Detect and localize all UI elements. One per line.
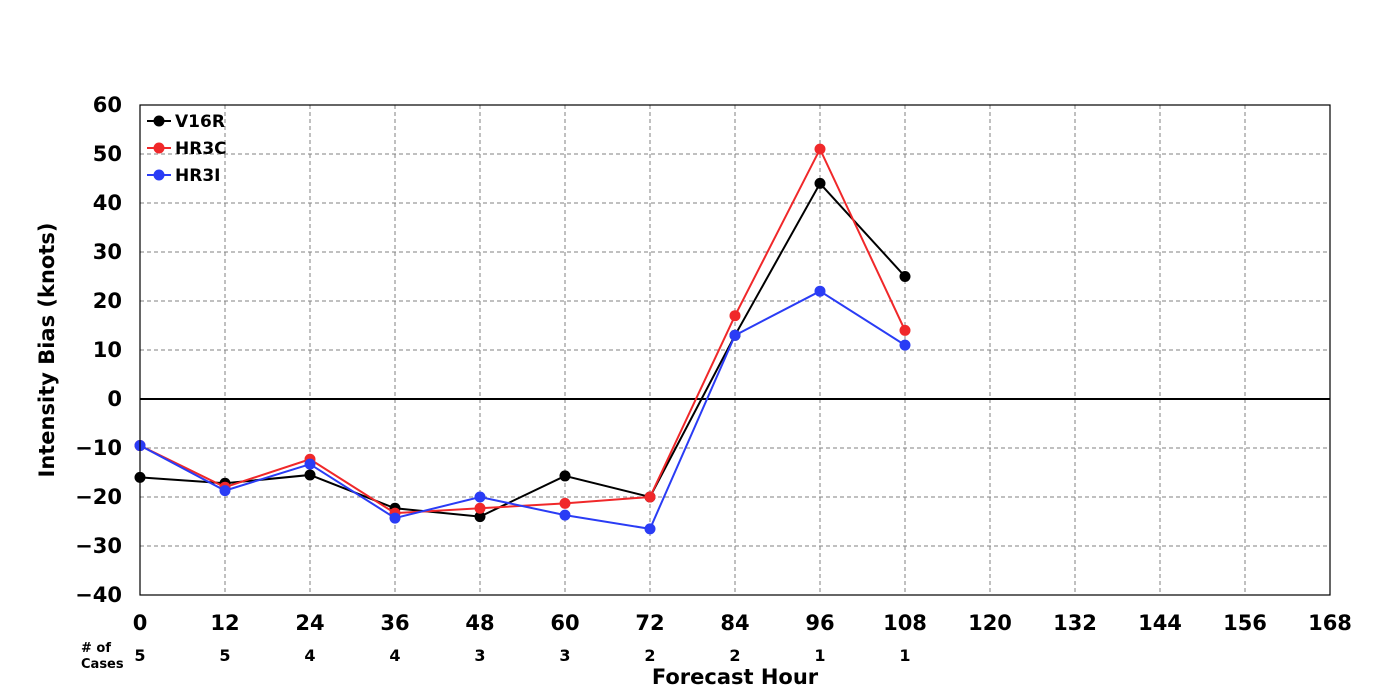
data-point-hr3i [814,285,826,297]
case-count: 1 [814,646,825,665]
data-point-v16r [899,271,911,282]
data-point-v16r [559,470,571,482]
legend-marker [153,169,165,181]
data-point-hr3i [389,512,401,524]
x-tick-label: 36 [380,611,409,635]
data-point-hr3c [899,324,911,336]
cases-row: 5 5 4 4 3 3 2 2 1 1 [134,646,910,665]
series-line-hr3i [139,290,906,530]
y-tick-label: 40 [93,191,122,215]
legend-item-hr3i: HR3I [147,166,220,186]
cases-label-line-1: # of [81,641,111,656]
legend-item-v16r: V16R [147,112,225,132]
case-count: 1 [899,646,910,665]
case-count: 5 [134,646,145,665]
x-tick-label: 132 [1053,611,1097,635]
data-point-v16r [474,511,486,523]
series-group [134,143,911,535]
data-point-hr3i [304,458,316,470]
data-point-hr3c [559,497,571,509]
legend-label: HR3C [175,139,227,159]
y-tick-labels: 60 50 40 30 20 10 0 −10 −20 −30 −40 [75,93,122,607]
x-tick-label: 144 [1138,611,1182,635]
data-point-hr3i [729,329,741,341]
x-tick-label: 0 [133,611,148,635]
y-tick-label: −10 [75,436,122,460]
y-tick-label: 20 [93,289,122,313]
case-count: 5 [219,646,230,665]
y-tick-label: 30 [93,240,122,264]
y-tick-label: 0 [107,387,122,411]
data-point-hr3c [729,310,741,322]
cases-label-line-2: Cases [81,657,124,672]
case-count: 4 [304,646,315,665]
data-point-hr3c [474,502,486,514]
y-tick-label: −40 [75,583,122,607]
x-tick-label: 84 [720,611,749,635]
y-tick-label: −20 [75,485,122,509]
case-count: 3 [559,646,570,665]
x-tick-label: 120 [968,611,1012,635]
series-line-v16r [139,181,906,518]
plot-frame [139,104,1331,596]
y-tick-label: 50 [93,142,122,166]
data-point-hr3c [644,491,656,503]
series-line-hr3c [139,146,906,515]
x-tick-label: 96 [805,611,834,635]
legend-label: HR3I [175,166,220,186]
y-tick-label: 10 [93,338,122,362]
legend: V16R HR3C HR3I [147,112,227,186]
series-hr3i [134,285,911,535]
legend-label: V16R [175,112,225,132]
data-point-hr3i [219,485,231,497]
y-axis-label: Intensity Bias (knots) [35,223,59,478]
case-count: 2 [729,646,740,665]
x-tick-labels: 0 12 24 36 48 60 72 84 96 108 120 132 144 156 168 [133,611,1352,635]
legend-marker [153,115,165,127]
data-point-v16r [304,469,316,481]
data-point-v16r [814,177,826,189]
x-tick-label: 48 [465,611,494,635]
data-point-hr3i [559,509,571,521]
x-tick-label: 168 [1308,611,1352,635]
data-point-hr3i [899,339,911,351]
case-count: 4 [389,646,400,665]
legend-item-hr3c: HR3C [147,139,227,159]
y-tick-label: 60 [93,93,122,117]
series-hr3c [134,143,911,519]
y-tick-label: −30 [75,534,122,558]
x-tick-label: 60 [550,611,579,635]
case-count: 2 [644,646,655,665]
x-tick-label: 156 [1223,611,1267,635]
x-tick-label: 108 [883,611,927,635]
x-tick-label: 24 [295,611,324,635]
legend-marker [153,142,165,154]
x-tick-label: 12 [210,611,239,635]
x-axis-label: Forecast Hour [652,665,819,689]
data-point-hr3i [474,491,486,503]
data-point-hr3c [814,143,826,155]
x-tick-label: 72 [635,611,664,635]
case-count: 3 [474,646,485,665]
data-point-hr3i [644,523,656,535]
grid-lines [140,105,1330,595]
